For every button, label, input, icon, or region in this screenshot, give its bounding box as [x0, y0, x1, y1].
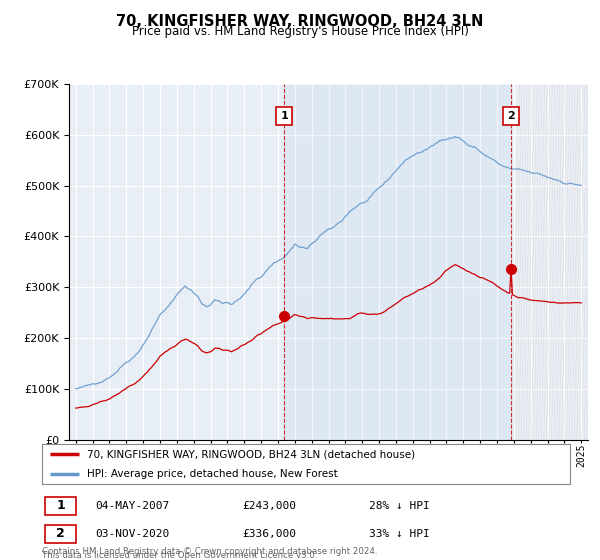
- Text: Price paid vs. HM Land Registry's House Price Index (HPI): Price paid vs. HM Land Registry's House …: [131, 25, 469, 38]
- Text: £336,000: £336,000: [242, 529, 296, 539]
- FancyBboxPatch shape: [44, 497, 76, 515]
- Text: HPI: Average price, detached house, New Forest: HPI: Average price, detached house, New …: [87, 469, 338, 479]
- Text: £243,000: £243,000: [242, 501, 296, 511]
- Text: 70, KINGFISHER WAY, RINGWOOD, BH24 3LN (detached house): 70, KINGFISHER WAY, RINGWOOD, BH24 3LN (…: [87, 449, 415, 459]
- Text: 28% ↓ HPI: 28% ↓ HPI: [370, 501, 430, 511]
- FancyBboxPatch shape: [44, 525, 76, 543]
- Text: This data is licensed under the Open Government Licence v3.0.: This data is licensed under the Open Gov…: [42, 551, 317, 560]
- Bar: [511, 84, 586, 440]
- Text: 1: 1: [56, 499, 65, 512]
- Text: 1: 1: [280, 111, 288, 121]
- Bar: [284, 84, 511, 440]
- Text: 2: 2: [56, 528, 65, 540]
- Text: Contains HM Land Registry data © Crown copyright and database right 2024.: Contains HM Land Registry data © Crown c…: [42, 547, 377, 556]
- Text: 03-NOV-2020: 03-NOV-2020: [95, 529, 169, 539]
- Text: 70, KINGFISHER WAY, RINGWOOD, BH24 3LN: 70, KINGFISHER WAY, RINGWOOD, BH24 3LN: [116, 14, 484, 29]
- Text: 33% ↓ HPI: 33% ↓ HPI: [370, 529, 430, 539]
- Text: 04-MAY-2007: 04-MAY-2007: [95, 501, 169, 511]
- Text: 2: 2: [507, 111, 515, 121]
